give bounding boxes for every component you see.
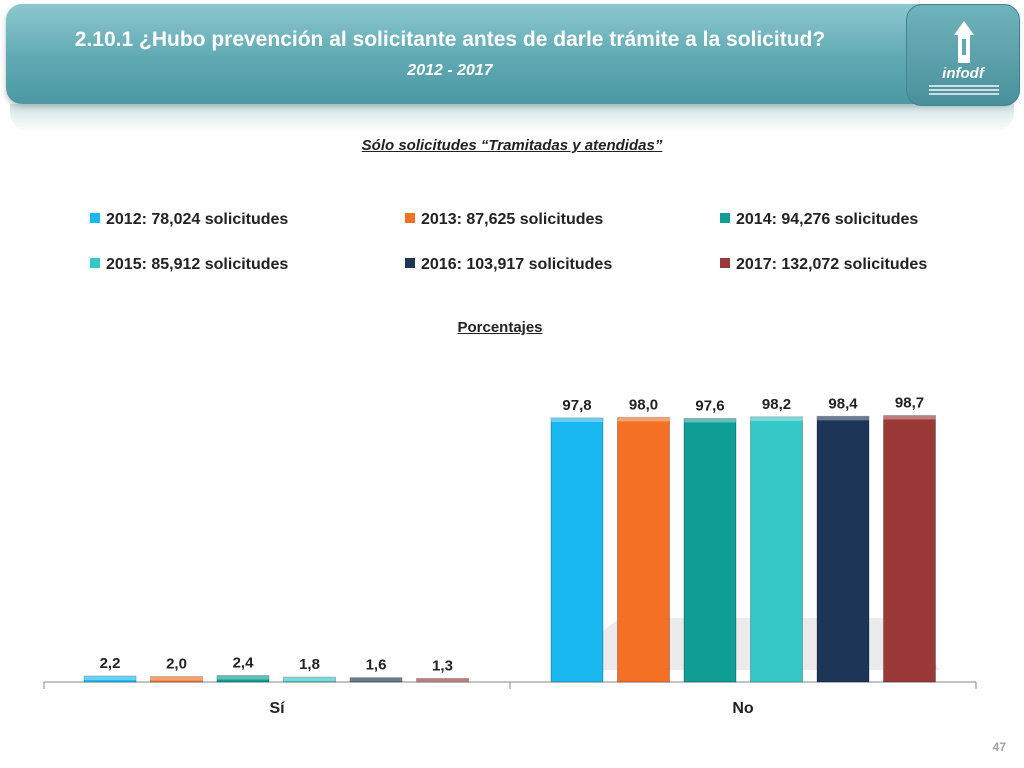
legend-item: 2016: 103,917 solicitudes bbox=[405, 256, 612, 274]
bar-chart: 2,2 2,0 2,4 1,8 1,6 1,3 Sí 97,8 98,0 97,6 98,2 98,4… bbox=[43, 395, 977, 717]
bar bbox=[550, 417, 604, 683]
legend-swatch bbox=[90, 213, 100, 223]
legend-label: 2015: 85,912 solicitudes bbox=[106, 256, 289, 273]
bar-highlight bbox=[283, 677, 336, 682]
data-label: 2,2 bbox=[100, 655, 121, 672]
bar-highlight bbox=[416, 678, 469, 682]
bar bbox=[150, 676, 203, 683]
data-label: 97,8 bbox=[562, 397, 591, 414]
legend-label: 2012: 78,024 solicitudes bbox=[106, 211, 289, 228]
bar-body bbox=[283, 676, 336, 683]
legend-label: 2016: 103,917 solicitudes bbox=[421, 256, 613, 273]
data-label: 97,6 bbox=[695, 397, 724, 414]
bar bbox=[283, 676, 336, 683]
data-label: 98,7 bbox=[895, 395, 924, 412]
bar bbox=[617, 416, 670, 683]
bar-body bbox=[816, 415, 870, 683]
page-subtitle: 2012 - 2017 bbox=[407, 62, 493, 79]
legend-swatch bbox=[405, 258, 415, 268]
data-label: 1,3 bbox=[432, 657, 453, 674]
page-number: 47 bbox=[992, 740, 1006, 754]
legend-item: 2017: 132,072 solicitudes bbox=[720, 256, 927, 274]
bar-body bbox=[216, 675, 270, 683]
header-shadow bbox=[10, 104, 1014, 132]
bar bbox=[349, 677, 403, 683]
legend-label: 2017: 132,072 solicitudes bbox=[736, 256, 928, 273]
bar-body bbox=[883, 415, 936, 683]
bar-highlight bbox=[883, 415, 936, 420]
chart-caption: Sólo solicitudes “Tramitadas y atendidas… bbox=[361, 137, 663, 154]
bar-body bbox=[617, 416, 670, 683]
bar-highlight bbox=[84, 676, 136, 681]
bar-highlight bbox=[350, 677, 402, 682]
data-label: 1,8 bbox=[299, 656, 320, 673]
bar-highlight bbox=[684, 418, 736, 423]
legend-swatch bbox=[405, 213, 415, 223]
bar bbox=[416, 677, 469, 683]
bar-highlight bbox=[817, 416, 869, 421]
page-title: 2.10.1 ¿Hubo prevención al solicitante a… bbox=[74, 28, 826, 51]
bar bbox=[216, 675, 270, 683]
legend-item: 2014: 94,276 solicitudes bbox=[720, 211, 918, 229]
bar-highlight bbox=[750, 416, 803, 421]
chart-title: Porcentajes bbox=[457, 319, 543, 336]
bar-highlight bbox=[551, 417, 603, 422]
bar bbox=[683, 417, 737, 683]
logo-fine-print bbox=[929, 85, 999, 95]
data-label: 1,6 bbox=[366, 657, 387, 674]
bar-body bbox=[150, 676, 203, 683]
category-label: Sí bbox=[269, 700, 285, 717]
data-label: 2,0 bbox=[166, 656, 187, 673]
legend-label: 2013: 87,625 solicitudes bbox=[421, 211, 604, 228]
data-label: 98,2 bbox=[762, 396, 791, 413]
category-label: No bbox=[732, 700, 754, 717]
data-label: 98,0 bbox=[629, 396, 658, 413]
legend-item: 2013: 87,625 solicitudes bbox=[405, 211, 603, 229]
header-banner bbox=[6, 4, 1018, 104]
data-label: 98,4 bbox=[828, 395, 858, 412]
bar-shadow bbox=[551, 618, 940, 670]
bar-highlight bbox=[150, 676, 203, 681]
logo-text: infodf bbox=[942, 65, 984, 82]
data-label: 2,4 bbox=[233, 655, 255, 672]
bar-body bbox=[750, 416, 803, 683]
legend-item: 2015: 85,912 solicitudes bbox=[90, 256, 288, 274]
bar bbox=[83, 675, 137, 683]
bar-highlight bbox=[617, 417, 670, 422]
bar-body bbox=[550, 417, 604, 683]
legend-label: 2014: 94,276 solicitudes bbox=[736, 211, 919, 228]
infodf-logo: infodf bbox=[906, 4, 1020, 106]
legend-item: 2012: 78,024 solicitudes bbox=[90, 211, 288, 229]
legend-swatch bbox=[90, 258, 100, 268]
bar-body bbox=[416, 677, 469, 683]
legend-swatch bbox=[720, 213, 730, 223]
bar-body bbox=[83, 675, 137, 683]
legend-swatch bbox=[720, 258, 730, 268]
bar-body bbox=[349, 677, 403, 683]
building-icon bbox=[954, 21, 974, 63]
bar bbox=[816, 415, 870, 683]
bar-highlight bbox=[217, 675, 269, 680]
bar bbox=[883, 415, 936, 683]
bar-body bbox=[683, 417, 737, 683]
bar bbox=[750, 416, 803, 683]
